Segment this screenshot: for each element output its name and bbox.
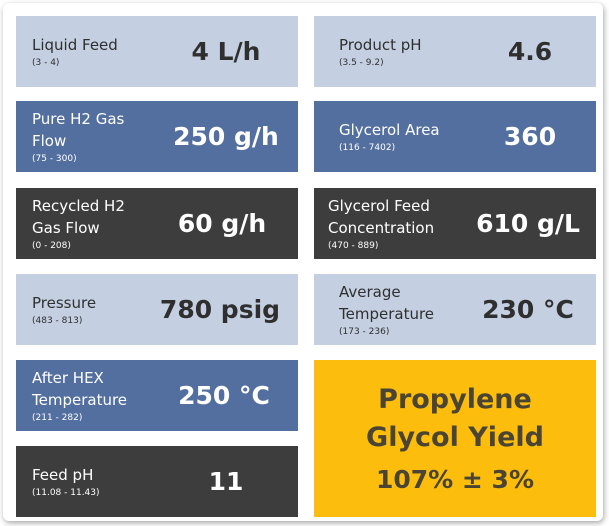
- tile-value: 250 °C: [178, 381, 270, 410]
- tile-label: Pressure: [32, 294, 97, 312]
- tile-product-ph: Product pH (3.5 - 9.2) 4.6: [314, 16, 596, 87]
- tile-range: (3.5 - 9.2): [339, 58, 384, 68]
- tile-pure-h2-gas-flow: Pure H2 Gas Flow (75 - 300) 250 g/h: [16, 101, 298, 172]
- result-value: 107% ± 3%: [375, 464, 535, 494]
- tile-average-temperature: Average Temperature (173 - 236) 230 °C: [314, 274, 596, 345]
- tile-pressure: Pressure (483 - 813) 780 psig: [16, 274, 298, 345]
- tile-value: 250 g/h: [173, 122, 279, 151]
- tile-label: Pure H2 Gas Flow: [32, 110, 125, 150]
- tile-range: (116 - 7402): [339, 143, 396, 153]
- tile-value: 60 g/h: [177, 209, 267, 238]
- tile-value: 360: [503, 122, 557, 151]
- tile-glycerol-feed-concentration: Glycerol Feed Concentration (470 - 889) …: [314, 188, 596, 259]
- tile-after-hex-temperature: After HEX Temperature (211 - 282) 250 °C: [16, 360, 298, 431]
- dashboard-panel: Liquid Feed (3 - 4) 4 L/h Pure H2 Gas Fl…: [3, 3, 603, 521]
- tile-range: (75 - 300): [32, 154, 77, 164]
- tile-value: 4 L/h: [191, 37, 261, 66]
- tile-label: Product pH: [339, 36, 422, 54]
- tile-label: Glycerol Feed Concentration: [328, 197, 435, 237]
- tile-label: Feed pH: [32, 466, 94, 484]
- tile-value: 230 °C: [482, 295, 574, 324]
- tile-label: After HEX Temperature: [32, 369, 128, 409]
- tile-label: Glycerol Area: [339, 121, 440, 139]
- tile-range: (11.08 - 11.43): [32, 488, 100, 498]
- tile-range: (3 - 4): [32, 58, 60, 68]
- tile-range: (211 - 282): [32, 413, 83, 423]
- tile-value: 610 g/L: [476, 209, 580, 238]
- tile-range: (0 - 208): [32, 241, 71, 251]
- tile-liquid-feed: Liquid Feed (3 - 4) 4 L/h: [16, 16, 298, 87]
- tile-feed-ph: Feed pH (11.08 - 11.43) 11: [16, 446, 298, 517]
- tile-recycled-h2-gas-flow: Recycled H2 Gas Flow (0 - 208) 60 g/h: [16, 188, 298, 259]
- tile-label: Liquid Feed: [32, 36, 118, 54]
- tile-label: Recycled H2 Gas Flow: [32, 197, 125, 237]
- tile-value: 11: [208, 467, 244, 496]
- result-propylene-glycol-yield: Propylene Glycol Yield 107% ± 3%: [314, 360, 596, 517]
- tile-label: Average Temperature: [339, 283, 435, 323]
- tile-range: (483 - 813): [32, 316, 83, 326]
- tile-value: 4.6: [507, 37, 553, 66]
- result-title: Propylene Glycol Yield: [366, 383, 544, 453]
- tile-value: 780 psig: [159, 295, 281, 324]
- tile-glycerol-area: Glycerol Area (116 - 7402) 360: [314, 101, 596, 172]
- tile-range: (173 - 236): [339, 327, 390, 337]
- tile-range: (470 - 889): [328, 241, 379, 251]
